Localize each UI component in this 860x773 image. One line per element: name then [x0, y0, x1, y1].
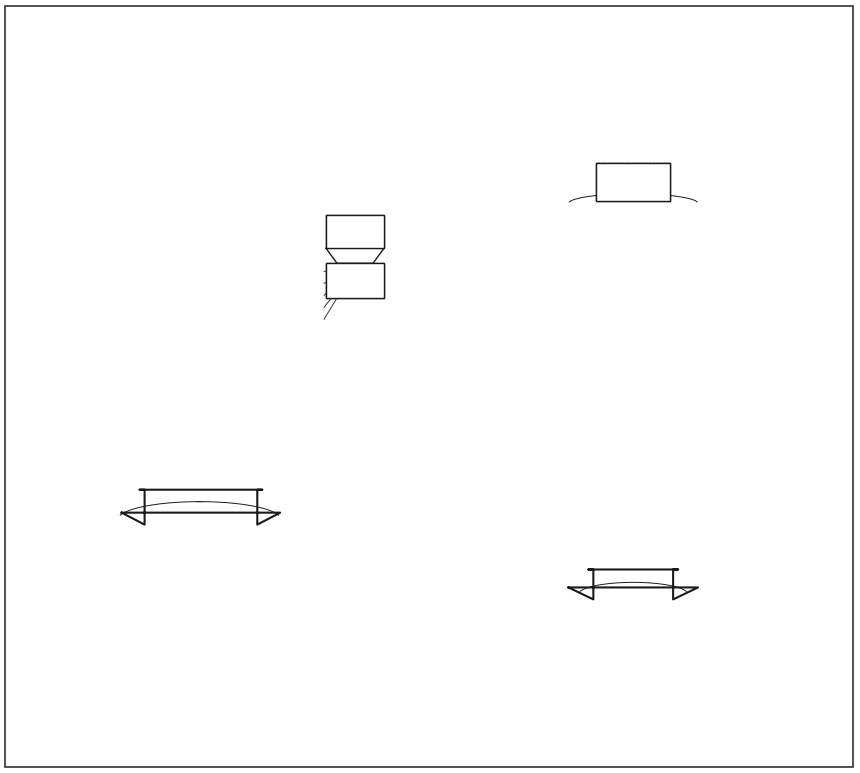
Bar	[558, 200, 708, 240]
Bar	[139, 444, 262, 490]
Bar	[182, 525, 217, 570]
Bar	[88, 308, 248, 320]
Bar	[88, 291, 248, 303]
Text: нерегулируемое: нерегулируемое	[467, 38, 586, 51]
Polygon shape	[568, 570, 698, 599]
Bar	[114, 375, 289, 444]
Bar	[326, 216, 384, 248]
Bar	[88, 206, 248, 219]
Text: 50: 50	[189, 335, 205, 348]
Bar	[175, 168, 188, 175]
Text: M14×1.5–8g: M14×1.5–8g	[330, 65, 358, 136]
Bar	[596, 162, 670, 200]
Text: 85: 85	[21, 329, 34, 344]
Text: регулируемое: регулируемое	[12, 38, 114, 51]
Bar	[68, 174, 319, 340]
Bar	[88, 240, 248, 252]
Bar	[615, 599, 651, 635]
Bar	[326, 216, 384, 248]
Polygon shape	[326, 248, 384, 264]
Bar	[571, 240, 695, 450]
Bar	[588, 530, 679, 570]
Bar	[80, 179, 252, 329]
Bar	[304, 167, 315, 172]
Bar	[558, 450, 708, 480]
Text: Реле давления малогабаритное типа МРД: Реле давления малогабаритное типа МРД	[467, 25, 773, 38]
Polygon shape	[121, 490, 280, 525]
Text: M12×1.5–6g: M12×1.5–6g	[556, 640, 630, 652]
Text: 1: 1	[214, 342, 219, 351]
Bar	[326, 264, 384, 298]
Text: M12×1.5–6g: M12×1.5–6g	[222, 577, 297, 590]
Text: Подвод: Подвод	[202, 604, 212, 649]
Text: +2: +2	[25, 316, 34, 329]
Bar	[194, 168, 207, 175]
Bar	[88, 223, 248, 236]
Text: Ø10: Ø10	[398, 252, 421, 262]
Bar	[88, 257, 248, 269]
Bar	[596, 162, 670, 200]
Text: Подвод: Подвод	[636, 667, 646, 711]
Bar	[604, 480, 663, 530]
Text: G3/8"–A: G3/8"–A	[611, 133, 655, 143]
Text: Ø30: Ø30	[620, 307, 646, 320]
Text: 74°±30': 74°±30'	[269, 512, 316, 522]
Bar	[326, 264, 384, 298]
Bar	[95, 340, 309, 375]
Text: Рис.1.: Рис.1.	[12, 12, 55, 25]
Text: +2: +2	[214, 335, 226, 344]
Bar	[88, 274, 248, 286]
Text: 63max: 63max	[506, 325, 519, 366]
Bar	[306, 172, 312, 178]
Bar	[88, 189, 248, 202]
Text: Реле давления малогабаритное типа МРД: Реле давления малогабаритное типа МРД	[12, 25, 318, 38]
Text: Рис.2.: Рис.2.	[467, 12, 510, 25]
Text: 68°– 1°: 68°– 1°	[703, 587, 744, 597]
